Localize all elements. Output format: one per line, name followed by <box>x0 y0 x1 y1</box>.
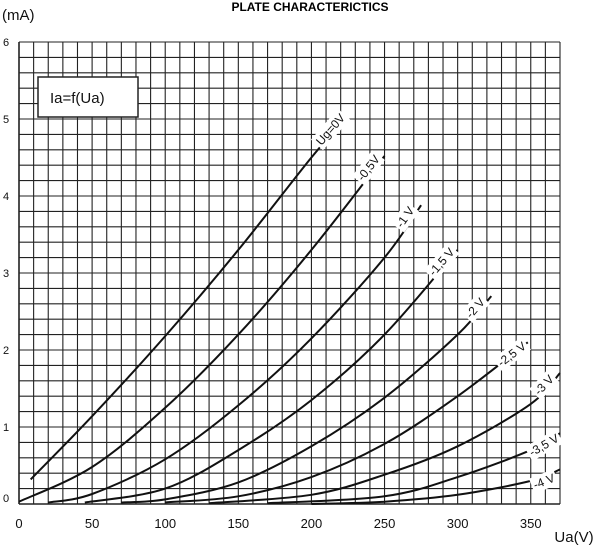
x-tick-label: 250 <box>374 516 396 531</box>
curve-labels: Ug=0V-0,5V-1 V-1,5 V-2 V-2,5 V-3 V-3,5 V… <box>310 108 564 494</box>
x-tick-label: 50 <box>85 516 99 531</box>
curve-label-group: -1,5 V <box>423 243 460 281</box>
curve-label-bg <box>524 429 564 462</box>
curve-label-group: -3 V <box>529 370 559 401</box>
curve-label: Ug=0V <box>313 111 348 148</box>
x-tick-label: 350 <box>520 516 542 531</box>
curve-label-bg <box>310 108 351 151</box>
curve-label-bg <box>529 370 559 401</box>
curve-line <box>48 204 422 504</box>
legend-box-frame <box>37 76 139 118</box>
curve-label-bg <box>528 469 560 494</box>
curve-line <box>209 372 561 505</box>
y-tick-label: 1 <box>3 422 9 434</box>
x-tick-label: 200 <box>301 516 323 531</box>
curve-label-bg <box>460 293 490 324</box>
curve-label-bg <box>352 150 385 186</box>
grid <box>18 41 561 505</box>
curve-label-group: Ug=0V <box>310 108 351 151</box>
curve-label-bg <box>423 243 460 281</box>
x-tick-label: 0 <box>15 516 22 531</box>
legend-box-text: Ia=f(Ua) <box>50 90 105 107</box>
y-axis-unit-label: (mA) <box>2 7 35 24</box>
x-tick-labels: 0 50 100 150 200 250 300 350 <box>15 516 541 531</box>
curve-label-bg <box>391 201 420 233</box>
y-tick-label: 0 <box>3 493 9 505</box>
curve-label: -3,5 V <box>527 431 562 459</box>
x-tick-label: 300 <box>447 516 469 531</box>
curve-label-group: -2 V <box>460 293 490 324</box>
curve-label-group: -4 V <box>528 469 560 494</box>
chart-title: PLATE CHARACTERICTICS <box>231 0 388 14</box>
curve-label-bg <box>492 336 531 372</box>
curve-line <box>165 341 529 504</box>
curve-line <box>84 249 459 504</box>
curve-line <box>121 295 493 504</box>
x-tick-label: 100 <box>154 516 176 531</box>
curve-line <box>29 116 348 481</box>
legend-box: Ia=f(Ua) <box>37 76 139 118</box>
y-tick-label: 4 <box>3 191 9 203</box>
curve-label-group: -1 V <box>391 201 420 233</box>
curve-line <box>18 155 386 503</box>
y-tick-label: 2 <box>3 345 9 357</box>
x-tick-label: 150 <box>227 516 249 531</box>
y-tick-labels: 0 1 2 3 4 5 6 <box>3 37 9 505</box>
y-tick-label: 5 <box>3 114 9 126</box>
y-tick-label: 6 <box>3 37 9 49</box>
y-tick-label: 3 <box>3 268 9 280</box>
x-axis-unit-label: Ua(V) <box>554 529 593 546</box>
